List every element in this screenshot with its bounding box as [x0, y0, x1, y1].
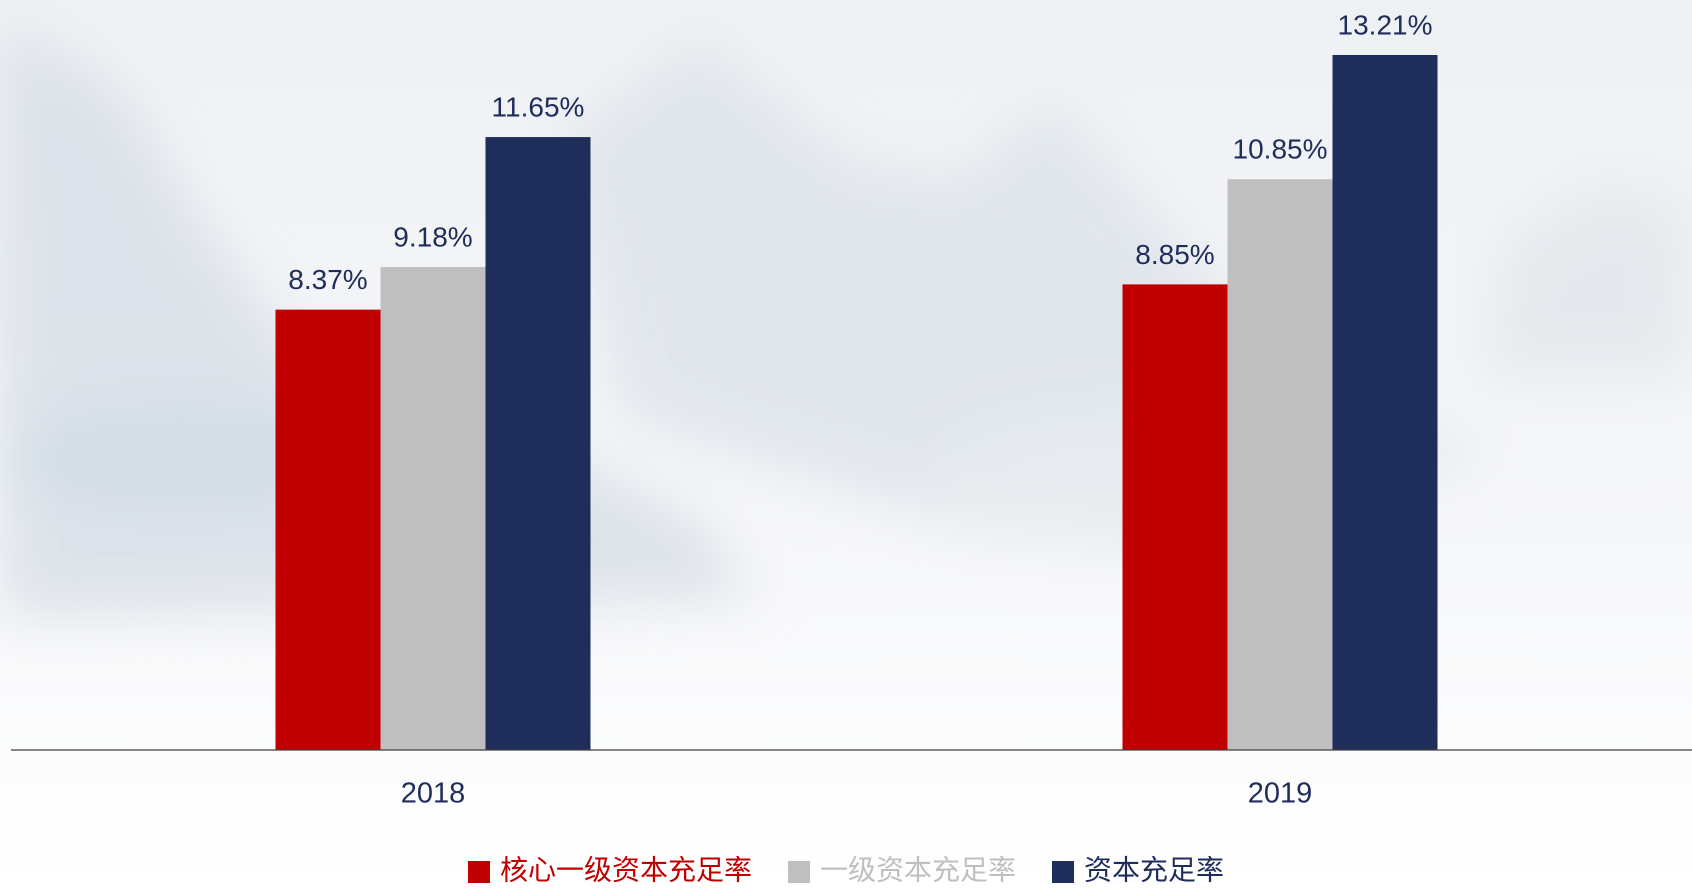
bar: [1332, 55, 1438, 750]
legend-swatch: [467, 861, 490, 883]
value-label: 10.85%: [1233, 134, 1328, 165]
legend-item: 核心一级资本充足率: [467, 854, 752, 887]
legend-swatch: [1052, 861, 1075, 883]
value-label: 11.65%: [492, 91, 585, 122]
bar: [485, 137, 591, 750]
x-tick-label: 2019: [1248, 778, 1313, 810]
value-label: 13.21%: [1338, 9, 1433, 40]
x-tick-label: 2018: [401, 778, 466, 810]
legend-item: 资本充足率: [1052, 854, 1224, 887]
bar: [1122, 284, 1228, 750]
bar: [1227, 179, 1333, 750]
bar: [380, 267, 486, 750]
legend-label: 资本充足率: [1084, 854, 1224, 887]
legend-swatch: [787, 861, 810, 883]
legend-label: 一级资本充足率: [820, 854, 1016, 887]
legend: 核心一级资本充足率 一级资本充足率 资本充足率: [467, 854, 1224, 887]
legend-item: 一级资本充足率: [787, 854, 1016, 887]
legend-label: 核心一级资本充足率: [500, 854, 752, 887]
bar: [275, 309, 381, 750]
value-label: 9.18%: [393, 221, 472, 252]
plot-area: 2018 8.37% 9.18% 11.65% 2019 8.85% 10.85% 13.21…: [275, 9, 1438, 810]
value-label: 8.37%: [288, 264, 367, 295]
value-label: 8.85%: [1135, 239, 1214, 270]
